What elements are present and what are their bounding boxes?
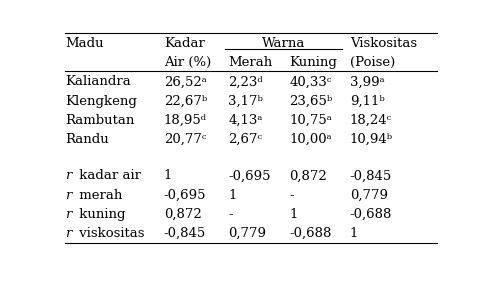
Text: 0,872: 0,872 — [289, 169, 327, 182]
Text: 10,75ᵃ: 10,75ᵃ — [289, 114, 332, 127]
Text: Kadar: Kadar — [164, 37, 205, 50]
Text: 3,17ᵇ: 3,17ᵇ — [228, 95, 263, 108]
Text: 0,872: 0,872 — [164, 208, 201, 221]
Text: Kuning: Kuning — [289, 56, 337, 69]
Text: 4,13ᵃ: 4,13ᵃ — [228, 114, 263, 127]
Text: 1: 1 — [350, 227, 358, 240]
Text: Rambutan: Rambutan — [65, 114, 134, 127]
Text: -0,695: -0,695 — [228, 169, 271, 182]
Text: 2,67ᶜ: 2,67ᶜ — [228, 133, 262, 146]
Text: 1: 1 — [228, 189, 237, 202]
Text: Air (%): Air (%) — [164, 56, 211, 69]
Text: merah: merah — [74, 189, 122, 202]
Text: Kaliandra: Kaliandra — [65, 75, 131, 88]
Text: Warna: Warna — [262, 37, 305, 50]
Text: 1: 1 — [289, 208, 297, 221]
Text: 9,11ᵇ: 9,11ᵇ — [350, 95, 385, 108]
Text: 40,33ᶜ: 40,33ᶜ — [289, 75, 331, 88]
Text: Merah: Merah — [228, 56, 272, 69]
Text: -0,688: -0,688 — [350, 208, 392, 221]
Text: Randu: Randu — [65, 133, 109, 146]
Text: 22,67ᵇ: 22,67ᵇ — [164, 95, 207, 108]
Text: 10,94ᵇ: 10,94ᵇ — [350, 133, 393, 146]
Text: -0,845: -0,845 — [164, 227, 206, 240]
Text: -0,695: -0,695 — [164, 189, 206, 202]
Text: 2,23ᵈ: 2,23ᵈ — [228, 75, 263, 88]
Text: 3,99ᵃ: 3,99ᵃ — [350, 75, 385, 88]
Text: Viskositas: Viskositas — [350, 37, 417, 50]
Text: r: r — [65, 169, 72, 182]
Text: (Poise): (Poise) — [350, 56, 395, 69]
Text: r: r — [65, 208, 72, 221]
Text: 18,95ᵈ: 18,95ᵈ — [164, 114, 207, 127]
Text: r: r — [65, 189, 72, 202]
Text: 10,00ᵃ: 10,00ᵃ — [289, 133, 332, 146]
Text: 26,52ᵃ: 26,52ᵃ — [164, 75, 206, 88]
Text: 23,65ᵇ: 23,65ᵇ — [289, 95, 332, 108]
Text: 0,779: 0,779 — [228, 227, 267, 240]
Text: kuning: kuning — [74, 208, 125, 221]
Text: 0,779: 0,779 — [350, 189, 388, 202]
Text: 18,24ᶜ: 18,24ᶜ — [350, 114, 392, 127]
Text: -: - — [228, 208, 233, 221]
Text: r: r — [65, 227, 72, 240]
Text: 20,77ᶜ: 20,77ᶜ — [164, 133, 206, 146]
Text: Klengkeng: Klengkeng — [65, 95, 137, 108]
Text: Madu: Madu — [65, 37, 104, 50]
Text: -0,688: -0,688 — [289, 227, 331, 240]
Text: 1: 1 — [164, 169, 172, 182]
Text: viskositas: viskositas — [74, 227, 144, 240]
Text: kadar air: kadar air — [74, 169, 141, 182]
Text: -0,845: -0,845 — [350, 169, 392, 182]
Text: -: - — [289, 189, 294, 202]
